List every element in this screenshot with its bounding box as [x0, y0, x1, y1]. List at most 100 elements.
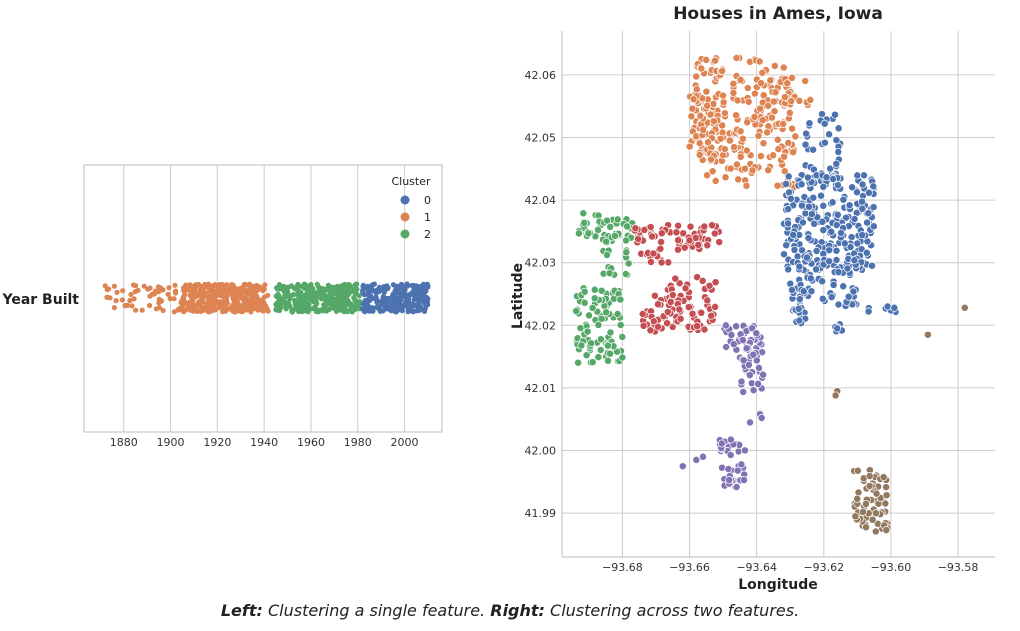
house-point — [801, 140, 810, 149]
house-point — [703, 171, 711, 180]
strip-point — [130, 282, 137, 288]
house-point — [749, 386, 758, 395]
house-point — [783, 79, 792, 88]
house-point — [736, 152, 745, 161]
left-x-tick-label: 1900 — [157, 436, 185, 449]
house-point — [769, 97, 778, 106]
strip-point — [211, 288, 217, 294]
strip-point — [353, 291, 359, 297]
strip-point — [165, 291, 171, 297]
strip-point — [342, 295, 348, 301]
strip-point — [315, 308, 321, 314]
house-point — [668, 291, 677, 299]
house-point — [872, 489, 881, 498]
strip-point — [160, 287, 166, 293]
house-point — [732, 160, 741, 169]
house-point — [833, 324, 842, 333]
house-point — [594, 225, 602, 234]
strip-point — [276, 282, 282, 288]
house-point — [634, 235, 643, 243]
house-point — [638, 310, 647, 318]
house-point — [703, 101, 712, 110]
strip-point — [412, 288, 418, 294]
left-x-tick-label: 1880 — [110, 436, 138, 449]
house-point — [853, 239, 862, 248]
house-point — [831, 391, 840, 400]
house-point — [729, 340, 738, 349]
house-point — [700, 325, 709, 334]
house-point — [657, 238, 666, 246]
house-point — [610, 231, 619, 240]
house-point — [729, 88, 738, 97]
house-point — [740, 476, 748, 485]
house-point — [766, 76, 775, 85]
house-point — [707, 311, 716, 320]
house-point — [795, 262, 804, 271]
house-point — [663, 319, 672, 328]
house-point — [726, 435, 735, 444]
house-point — [834, 124, 843, 133]
legend-label: 2 — [424, 228, 431, 241]
figure-caption: Left: Clustering a single feature. Right… — [0, 601, 1020, 620]
strip-point — [396, 295, 402, 301]
strip-point — [182, 287, 188, 293]
right-y-tick-label: 41.99 — [525, 507, 557, 520]
house-point — [699, 125, 708, 134]
strip-point — [377, 308, 383, 314]
strip-point — [341, 281, 348, 288]
strip-point — [295, 287, 301, 293]
house-point — [743, 118, 752, 127]
house-point — [742, 181, 751, 190]
house-point — [674, 221, 683, 230]
strip-point — [382, 298, 388, 304]
strip-point — [156, 305, 163, 311]
strip-point — [365, 289, 371, 295]
house-point — [574, 229, 583, 238]
right-x-tick-label: −93.62 — [803, 561, 844, 574]
house-point — [721, 173, 730, 182]
house-point — [883, 302, 892, 311]
strip-point — [364, 298, 370, 304]
house-point — [819, 201, 828, 210]
house-point — [960, 303, 969, 312]
strip-point — [374, 299, 380, 305]
strip-point — [189, 292, 195, 299]
figure: 1880 1900 1920 1940 1960 1980 2000 Year Built … — [1, 4, 995, 593]
house-point — [726, 164, 735, 173]
house-point — [829, 280, 838, 289]
house-point — [582, 351, 591, 360]
house-point — [780, 250, 788, 259]
house-point — [695, 139, 704, 148]
strip-point — [345, 286, 351, 292]
house-point — [757, 79, 765, 88]
legend-marker — [400, 212, 410, 222]
strip-point — [385, 285, 391, 291]
house-point — [754, 131, 763, 140]
strip-point — [352, 297, 358, 304]
house-point — [840, 239, 849, 248]
house-point — [759, 370, 768, 379]
strip-point — [360, 283, 366, 289]
strip-point — [386, 297, 392, 303]
house-point — [622, 248, 631, 257]
strip-point — [244, 307, 250, 313]
house-point — [820, 138, 829, 147]
house-point — [795, 96, 804, 105]
house-point — [869, 222, 878, 231]
house-point — [785, 108, 794, 117]
strip-point — [288, 283, 294, 289]
house-point — [868, 261, 876, 270]
house-point — [749, 350, 758, 359]
house-point — [842, 213, 850, 222]
house-point — [693, 273, 702, 282]
house-point — [732, 111, 741, 120]
house-point — [773, 135, 782, 144]
house-point — [752, 329, 761, 338]
house-point — [716, 134, 725, 143]
strip-point — [141, 283, 147, 289]
house-point — [825, 246, 834, 255]
strip-point — [393, 303, 399, 309]
strip-point — [220, 289, 226, 295]
house-point — [754, 379, 763, 388]
strip-point — [402, 287, 408, 293]
